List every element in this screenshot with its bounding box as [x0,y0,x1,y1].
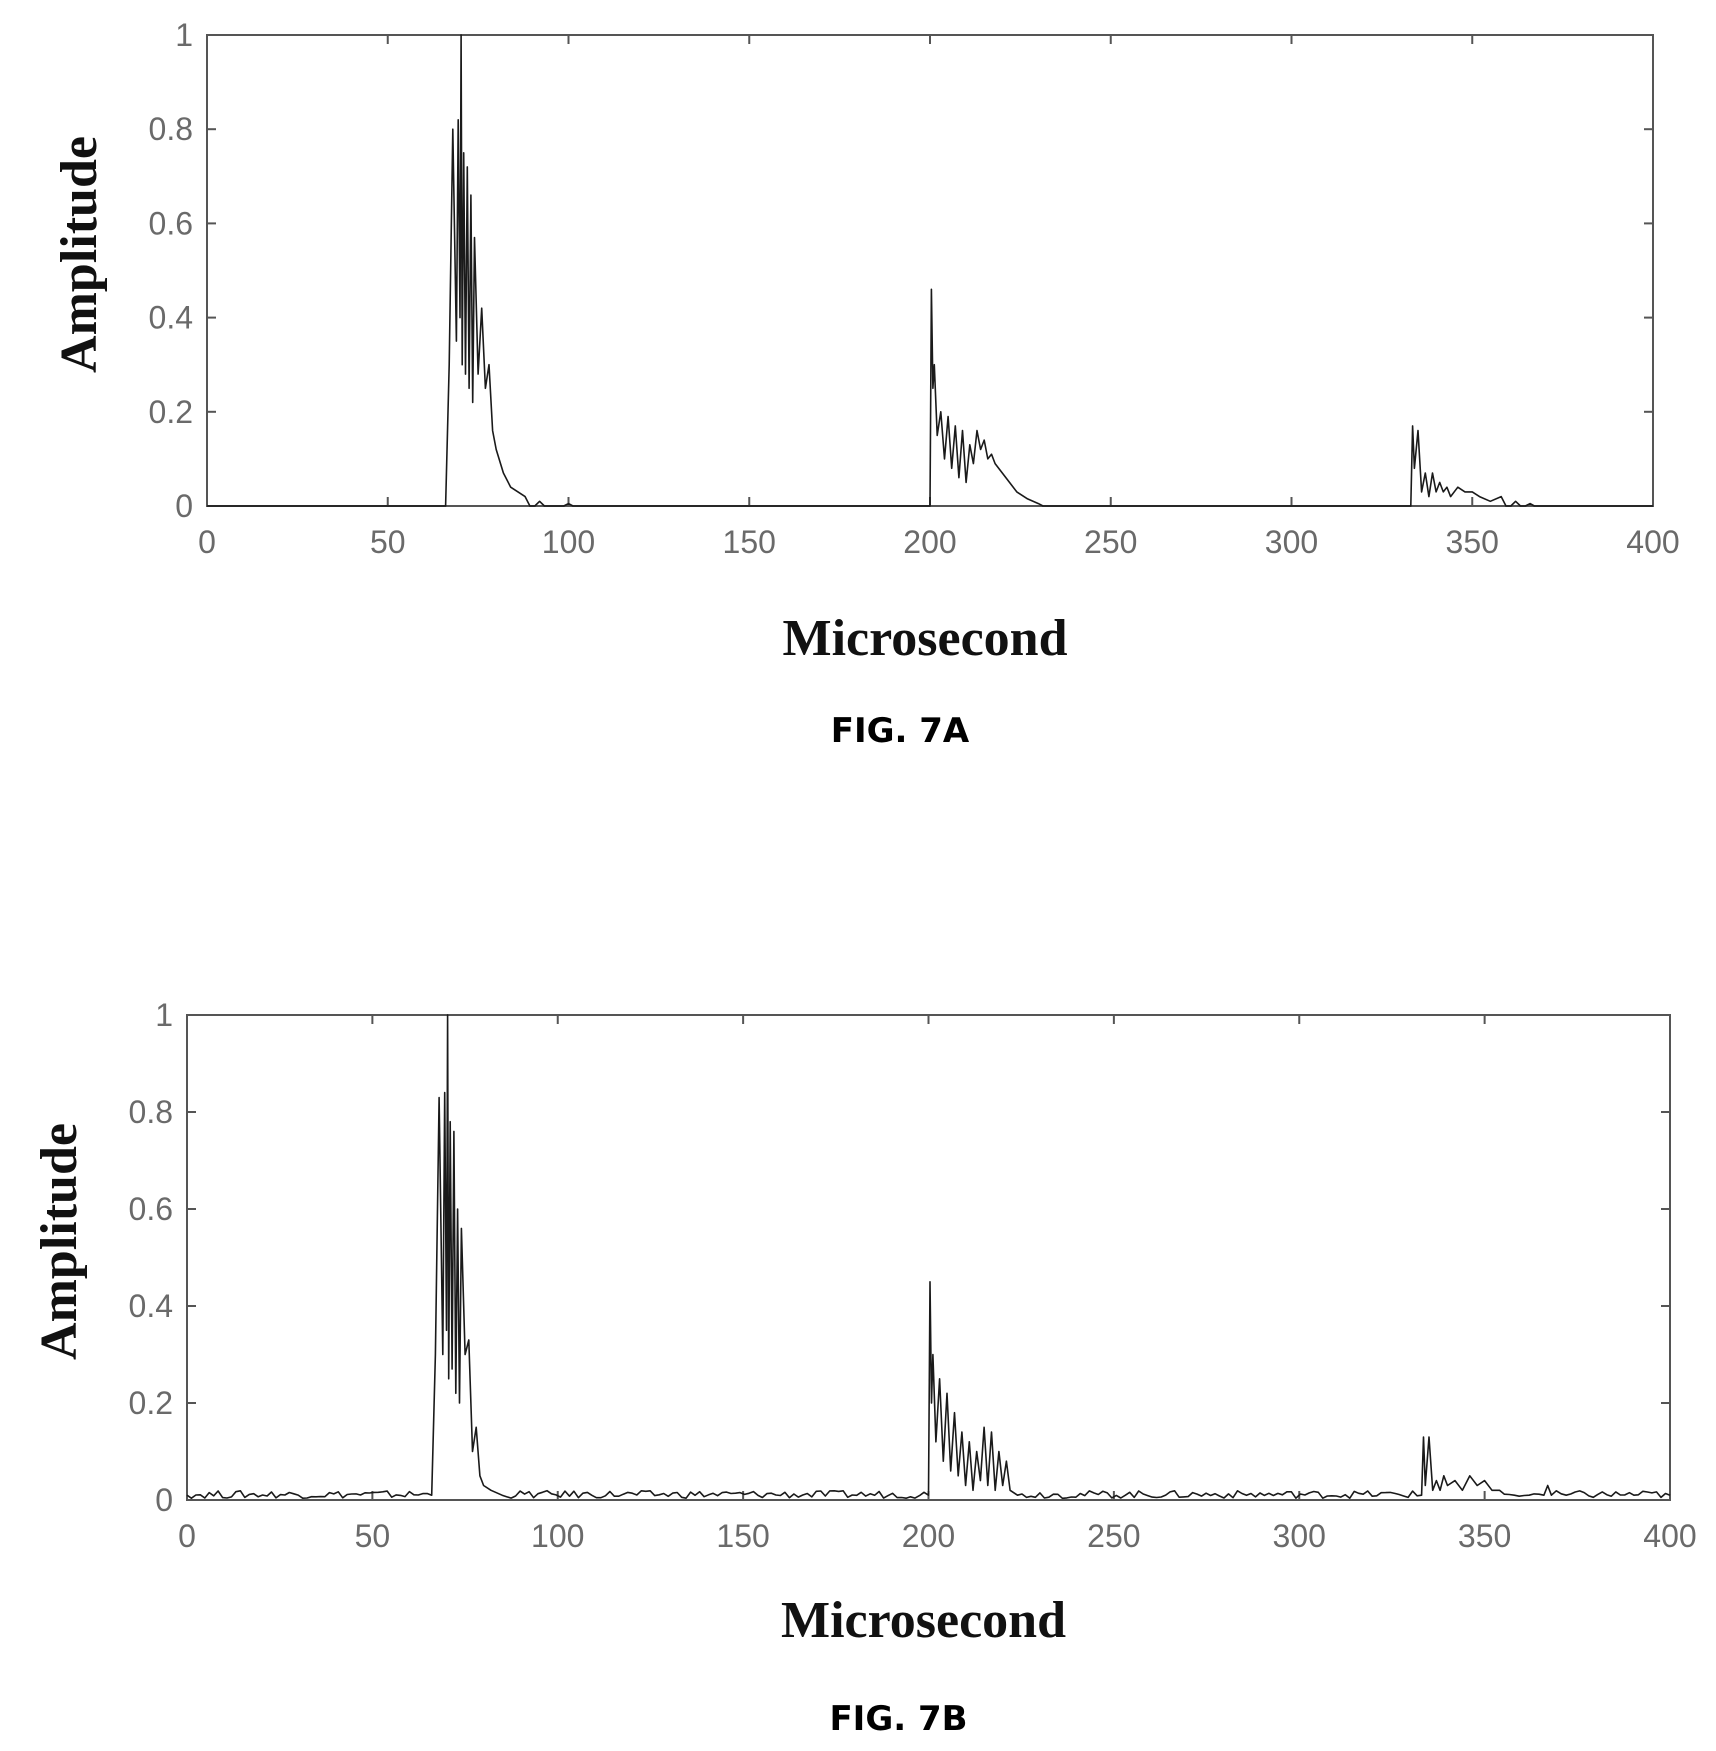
x-tick-label: 250 [1087,1518,1140,1554]
x-axis-title: Microsecond [783,610,1068,667]
x-tick-label: 350 [1458,1518,1511,1554]
x-tick-label: 100 [542,524,595,560]
y-tick-label: 0.2 [149,394,193,430]
tick-marks [186,1014,1671,1501]
chart-fig-7a: 0 50 100 150 200 250 300 350 400 00.20.40.60.81 … [51,17,1680,751]
x-tick-labels: 0 50 100 150 200 250 300 350 400 [198,524,1680,560]
x-tick-label: 300 [1265,524,1318,560]
x-axis-title: Microsecond [781,1592,1066,1649]
x-tick-label: 400 [1643,1518,1696,1554]
figure-caption: FIG. 7B [829,1699,967,1739]
y-tick-label: 0 [175,488,193,524]
y-tick-label: 0.8 [129,1094,173,1130]
signal-line [186,1014,1671,1500]
figure-caption: FIG. 7A [831,711,970,751]
y-tick-labels: 0 0.2 0.4 0.6 0.8 1 [149,17,193,524]
y-tick-label: 1 [175,17,193,53]
x-tick-label: 0 [178,1518,196,1554]
x-tick-label: 0 [198,524,216,560]
y-tick-labels: 0 0.2 0.4 0.6 0.8 1 [129,997,173,1518]
y-tick-label: 0.6 [149,205,193,241]
x-tick-label: 100 [531,1518,584,1554]
x-tick-label: 150 [723,524,776,560]
y-tick-label: 0 [155,1482,173,1518]
x-tick-labels: 0 50 100 150 200 250 300 350 400 [178,1518,1697,1554]
x-tick-label: 50 [370,524,406,560]
y-tick-label: 0.4 [129,1288,173,1324]
x-tick-label: 200 [902,1518,955,1554]
signal-line [207,34,1653,507]
tick-marks [206,34,1654,507]
x-tick-label: 350 [1446,524,1499,560]
y-tick-label: 0.4 [149,300,193,336]
y-tick-label: 1 [155,997,173,1033]
x-tick-label: 300 [1273,1518,1326,1554]
y-tick-label: 0.8 [149,111,193,147]
y-tick-label: 0.6 [129,1191,173,1227]
y-tick-label: 0.2 [129,1385,173,1421]
x-tick-label: 200 [903,524,956,560]
x-tick-label: 250 [1084,524,1137,560]
y-axis-title: Amplitude [51,136,108,373]
chart-fig-7b: 0 50 100 150 200 250 300 350 400 00.20.40.60.81 … [31,997,1697,1739]
x-tick-label: 400 [1626,524,1679,560]
x-tick-label: 150 [716,1518,769,1554]
x-tick-label: 50 [355,1518,391,1554]
y-axis-title: Amplitude [31,1123,88,1360]
